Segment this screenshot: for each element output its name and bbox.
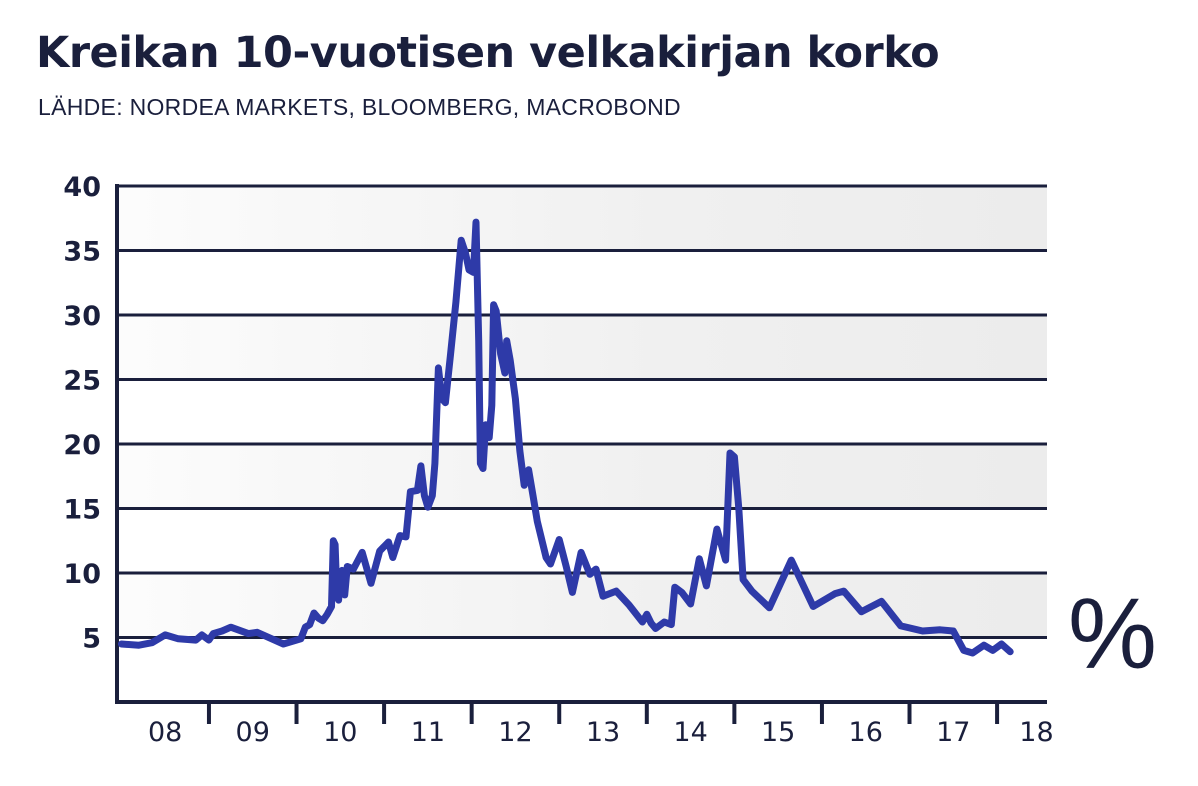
band-35-40 [117,186,1047,251]
band-25-30 [117,315,1047,380]
y-tick-label: 30 [63,301,101,332]
band-5-10 [117,573,1047,638]
series-line-0 [117,218,1014,657]
y-tick-label: 40 [63,172,101,203]
x-tick-label: 12 [498,717,532,748]
background-bands [117,186,1047,638]
x-tick-label: 13 [586,717,620,748]
x-tick-label: 11 [411,717,445,748]
y-tick-label: 25 [63,366,101,397]
y-axis-tick-labels: 5 10 15 20 25 30 35 40 [63,172,101,655]
x-tick-label: 10 [323,717,357,748]
x-tick-label: 15 [761,717,795,748]
y-tick-label: 5 [82,624,101,655]
series-layer [117,218,1014,657]
x-tick-label: 18 [1019,717,1053,748]
y-tick-label: 35 [63,237,101,268]
y-tick-label: 15 [63,495,101,526]
x-axis-tick-labels: 08 09 10 11 12 13 14 15 16 17 18 [148,717,1054,748]
y-tick-label: 20 [63,430,101,461]
x-tick-label: 09 [236,717,270,748]
unit-label: % [1068,578,1157,690]
y-tick-label: 10 [63,559,101,590]
band-15-20 [117,444,1047,509]
x-tick-label: 16 [849,717,883,748]
x-tick-label: 17 [936,717,970,748]
chart-title: Kreikan 10-vuotisen velkakirjan korko [36,28,940,78]
gridlines [117,184,1047,639]
x-tick-label: 14 [673,717,707,748]
chart-source: LÄHDE: NORDEA MARKETS, BLOOMBERG, MACROB… [38,94,681,120]
axes [115,184,1047,724]
x-tick-label: 08 [148,717,182,748]
